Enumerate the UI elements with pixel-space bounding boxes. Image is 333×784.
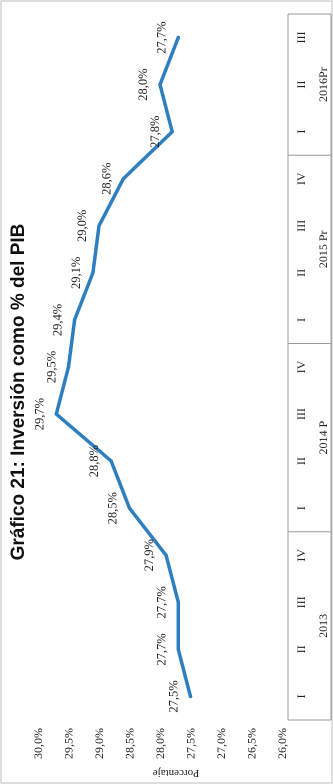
data-point bbox=[176, 600, 180, 604]
data-label: 27,5% bbox=[167, 680, 181, 712]
y-tick-label: 30,0% bbox=[31, 728, 45, 759]
data-point bbox=[188, 694, 193, 699]
year-label: 2016Pr bbox=[316, 67, 330, 102]
data-label: 29,7% bbox=[32, 398, 46, 430]
data-label: 28,8% bbox=[87, 445, 101, 477]
y-tick-label: 28,5% bbox=[123, 728, 137, 759]
data-label: 29,4% bbox=[51, 304, 65, 336]
data-label: 27,9% bbox=[142, 539, 156, 571]
quarter-tick-label: III bbox=[294, 220, 308, 232]
data-label: 28,0% bbox=[136, 68, 150, 100]
y-tick-label: 29,0% bbox=[92, 728, 106, 759]
data-point bbox=[170, 130, 174, 134]
quarter-tick-label: I bbox=[294, 694, 308, 698]
y-tick-label: 29,5% bbox=[62, 728, 76, 759]
quarter-tick-label: III bbox=[294, 408, 308, 420]
y-tick-label: 28,0% bbox=[153, 728, 167, 759]
quarter-tick-label: III bbox=[294, 32, 308, 44]
data-point bbox=[109, 459, 113, 463]
data-label: 27,7% bbox=[154, 21, 168, 53]
quarter-tick-label: II bbox=[294, 269, 308, 277]
chart-title: Gráfico 21: Inversión como % del PIB bbox=[8, 224, 29, 561]
data-label: 27,7% bbox=[154, 633, 168, 665]
y-tick-label: 26,5% bbox=[245, 728, 259, 759]
quarter-tick-label: IV bbox=[294, 360, 308, 373]
data-point bbox=[54, 412, 58, 416]
data-point bbox=[121, 177, 126, 181]
data-label: 28,6% bbox=[99, 163, 113, 195]
quarter-tick-label: II bbox=[294, 81, 308, 89]
quarter-tick-label: II bbox=[294, 457, 308, 465]
data-point bbox=[164, 553, 168, 557]
quarter-tick-label: III bbox=[294, 596, 308, 608]
data-point bbox=[91, 271, 95, 275]
data-label: 27,8% bbox=[148, 116, 162, 148]
quarter-tick-label: I bbox=[294, 318, 308, 322]
y-tick-label: 27,0% bbox=[214, 728, 228, 759]
y-axis-ticks: 26,0% 26,5% 27,0% 27,5% 28,0% 28,5% 29,0% 29,5%… bbox=[31, 728, 289, 759]
series-layer bbox=[54, 35, 193, 699]
data-labels: 27,5% 27,7% 27,7% 27,9% 28,5% 28,8% 29,7% 29,5%… bbox=[32, 21, 180, 712]
year-label: 2015 Pr bbox=[316, 230, 330, 268]
data-point bbox=[127, 506, 132, 510]
y-tick-label: 26,0% bbox=[275, 728, 289, 759]
quarter-tick-label: I bbox=[294, 506, 308, 510]
data-label: 28,5% bbox=[106, 492, 120, 524]
data-point bbox=[73, 318, 77, 322]
data-point bbox=[66, 365, 71, 369]
quarter-tick-label: I bbox=[294, 130, 308, 134]
year-label: 2014 P bbox=[316, 420, 330, 454]
y-axis-label: Porcentaje bbox=[153, 767, 200, 779]
quarter-tick-label: IV bbox=[294, 172, 308, 185]
year-label: 2013 bbox=[316, 614, 330, 638]
data-point bbox=[97, 224, 101, 228]
data-point bbox=[176, 647, 180, 651]
data-label: 27,7% bbox=[154, 586, 168, 618]
data-point bbox=[176, 35, 180, 40]
data-label: 29,5% bbox=[45, 351, 59, 383]
data-label: 29,0% bbox=[75, 210, 89, 242]
data-label: 29,1% bbox=[69, 257, 83, 289]
quarter-tick-label: IV bbox=[294, 549, 308, 562]
data-point bbox=[158, 82, 162, 87]
y-tick-label: 27,5% bbox=[184, 728, 198, 759]
quarter-tick-label: II bbox=[294, 645, 308, 653]
